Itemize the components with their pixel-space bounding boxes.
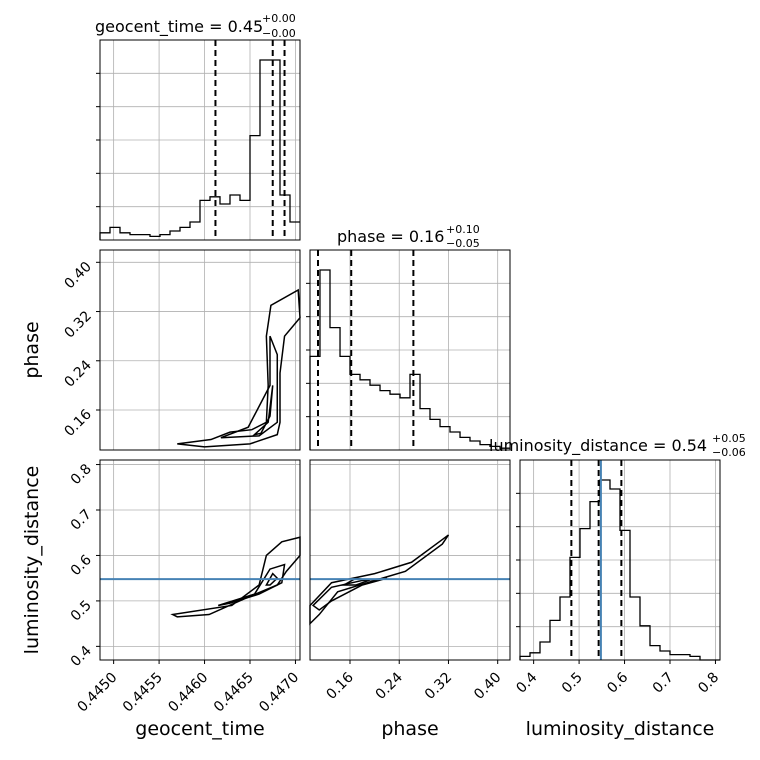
x-tick-label: 0.32 xyxy=(422,670,455,703)
axes-frame xyxy=(309,459,511,661)
xlabel-geocent-time: geocent_time xyxy=(135,718,264,740)
histogram-geocent_time xyxy=(99,59,300,240)
xlabel-phase: phase xyxy=(381,718,438,740)
y-tick-label: 0.7 xyxy=(68,507,95,534)
x-tick-label: 0.16 xyxy=(323,669,356,702)
axes-frame xyxy=(99,249,301,451)
pair-panel-phase_vs_luminosity_distance xyxy=(309,459,511,661)
histogram-luminosity_distance xyxy=(519,479,720,661)
y-tick-label: 0.24 xyxy=(61,357,94,390)
title-geocent-time-sub: −0.00 xyxy=(262,27,296,40)
x-tick-label: 0.4450 xyxy=(75,670,121,716)
y-tick-label: 0.40 xyxy=(61,259,94,292)
x-tick-label: 0.7 xyxy=(650,670,677,697)
ylabel-phase: phase xyxy=(21,321,43,378)
x-tick-label: 0.4465 xyxy=(211,670,257,716)
axes-frame xyxy=(309,249,511,451)
pair-panel-geocent_time_vs_phase xyxy=(99,249,301,451)
y-tick-label: 0.32 xyxy=(61,308,94,341)
density-contour xyxy=(311,577,388,611)
title-luminosity-distance: luminosity_distance = 0.54 xyxy=(489,436,707,456)
hist-panel-geocent_time xyxy=(96,39,301,241)
pair-panel-geocent_time_vs_luminosity_distance xyxy=(99,459,301,661)
y-tick-label: 0.16 xyxy=(61,406,94,439)
title-geocent-time: geocent_time = 0.45 xyxy=(95,17,263,37)
x-tick-label: 0.24 xyxy=(373,669,406,702)
title-luminosity-distance-sub: −0.06 xyxy=(712,446,746,459)
x-tick-label: 0.4470 xyxy=(256,670,302,716)
axes-frame xyxy=(99,459,301,661)
x-tick-label: 0.4460 xyxy=(165,670,211,716)
density-contour xyxy=(170,536,301,618)
x-tick-label: 0.4 xyxy=(513,669,540,696)
density-contour xyxy=(217,563,286,607)
axes-frame xyxy=(99,39,301,241)
y-tick-label: 0.5 xyxy=(68,597,95,624)
ylabel-luminosity-distance: luminosity_distance xyxy=(21,466,43,655)
y-tick-label: 0.6 xyxy=(68,552,95,579)
density-contour xyxy=(220,335,279,439)
y-tick-label: 0.8 xyxy=(68,461,95,488)
density-contour xyxy=(340,577,372,586)
density-contour xyxy=(177,288,301,448)
x-tick-label: 0.6 xyxy=(604,669,631,696)
title-geocent-time-sup: +0.00 xyxy=(262,12,296,25)
x-tick-label: 0.8 xyxy=(695,670,722,697)
title-phase: phase = 0.16 xyxy=(337,227,444,246)
axes-frame xyxy=(519,459,721,661)
x-tick-label: 0.40 xyxy=(471,670,504,703)
hist-panel-luminosity_distance xyxy=(516,459,721,661)
histogram-phase xyxy=(309,269,510,450)
density-contour xyxy=(252,385,274,436)
x-tick-label: 0.5 xyxy=(559,670,586,697)
density-contour xyxy=(309,534,450,626)
hist-panel-phase xyxy=(306,249,511,451)
title-luminosity-distance-sup: +0.05 xyxy=(712,432,746,445)
x-tick-label: 0.4455 xyxy=(120,670,166,716)
xlabel-luminosity-distance: luminosity_distance xyxy=(526,718,715,740)
y-tick-label: 0.4 xyxy=(68,643,95,670)
title-phase-sub: −0.05 xyxy=(446,237,480,250)
title-phase-sup: +0.10 xyxy=(446,223,480,236)
